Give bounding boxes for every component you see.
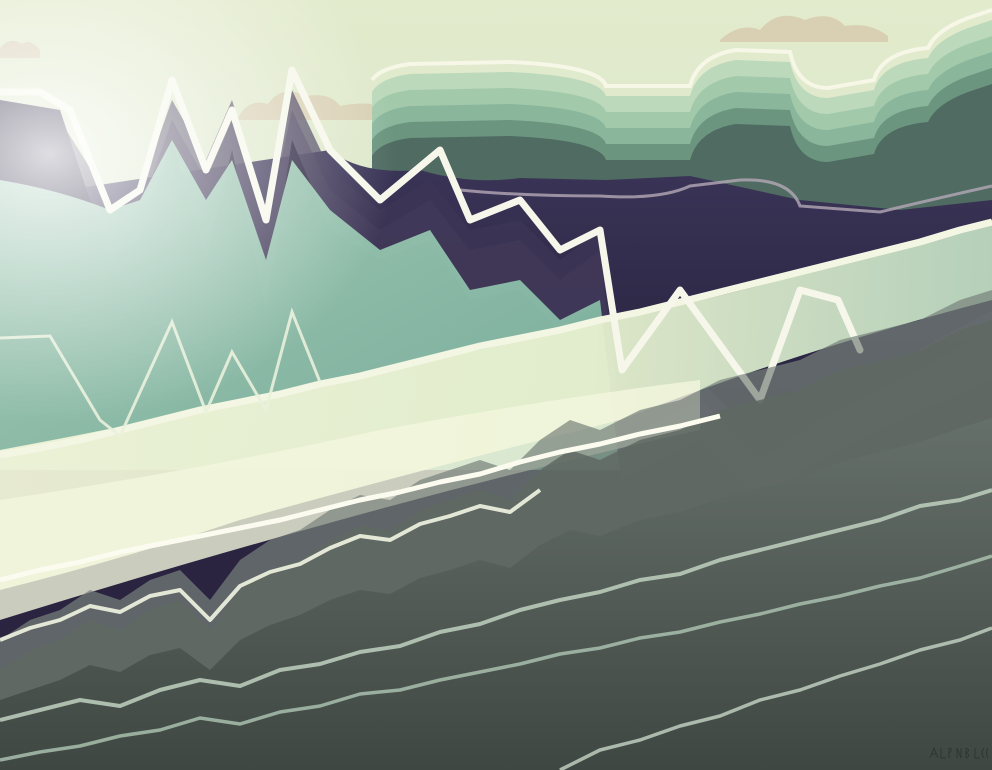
artist-signature	[929, 746, 989, 759]
